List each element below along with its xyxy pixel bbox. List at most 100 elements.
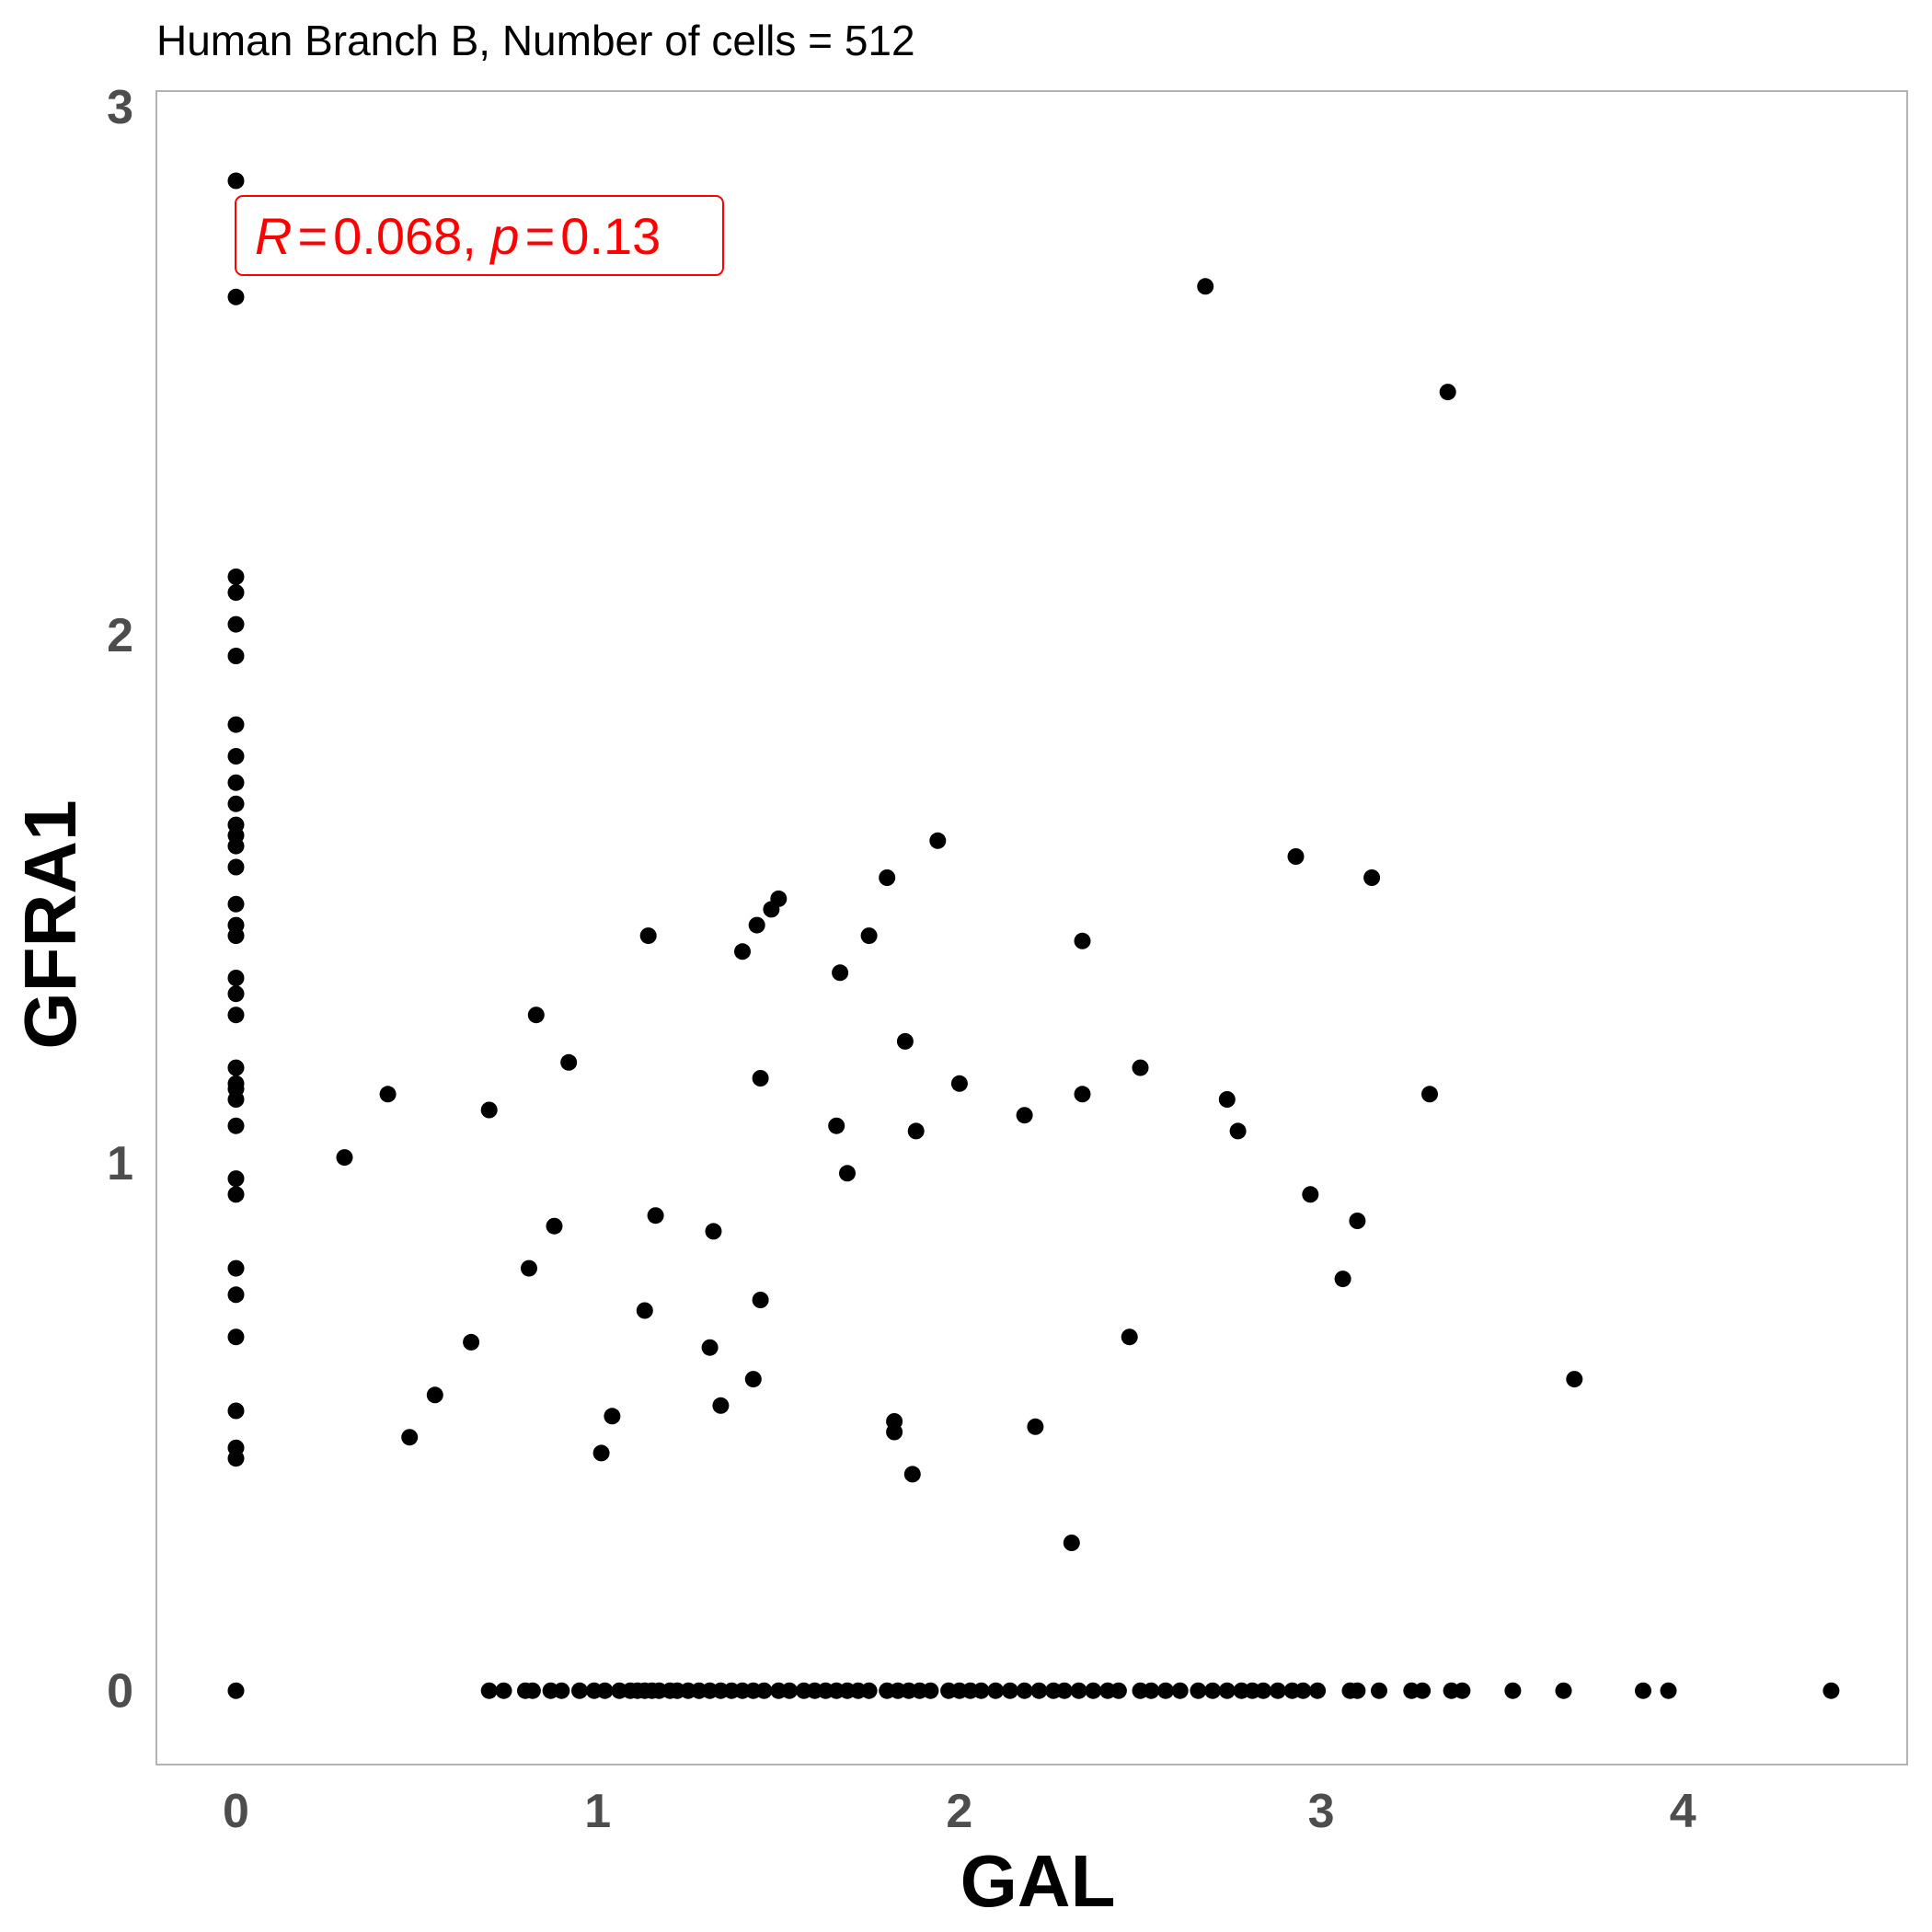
plot-panel-border (155, 90, 1908, 1765)
data-point (879, 869, 896, 886)
data-point (227, 1328, 245, 1346)
data-point (1110, 1682, 1127, 1699)
y-tick-label: 3 (107, 81, 133, 134)
data-point (701, 1339, 719, 1356)
data-point (972, 1682, 990, 1699)
data-point (463, 1333, 480, 1351)
data-point (896, 1032, 914, 1050)
data-point (227, 1259, 245, 1277)
data-point (929, 832, 947, 849)
data-point (1363, 869, 1381, 886)
data-point (1454, 1682, 1471, 1699)
data-point (1027, 1418, 1044, 1435)
r-symbol: R (255, 207, 292, 265)
data-point (832, 964, 849, 982)
data-point (401, 1429, 419, 1446)
scatter-points (227, 172, 1840, 1699)
correlation-annotation: R = 0.068, p = 0.13 (235, 195, 724, 276)
data-point (1349, 1682, 1366, 1699)
data-point (227, 927, 245, 945)
data-point (752, 1070, 769, 1087)
data-point (1074, 932, 1091, 949)
data-point (1143, 1682, 1160, 1699)
data-point (712, 1397, 730, 1414)
x-tick-label: 1 (584, 1785, 611, 1838)
data-point (1635, 1682, 1651, 1699)
data-point (639, 927, 657, 945)
data-point (987, 1682, 1005, 1699)
data-point (1555, 1682, 1572, 1699)
data-point (828, 1117, 845, 1134)
data-point (480, 1682, 498, 1699)
data-point (755, 1682, 773, 1699)
data-point (1085, 1682, 1102, 1699)
data-point (1504, 1682, 1522, 1699)
data-point (1371, 1682, 1387, 1699)
x-axis-ticks: 0 1 2 3 4 (223, 1785, 1696, 1838)
data-point (770, 890, 788, 907)
data-point (227, 288, 245, 305)
data-point (227, 858, 245, 876)
data-point (1269, 1682, 1286, 1699)
data-point (907, 1122, 925, 1140)
x-tick-label: 0 (223, 1785, 249, 1838)
data-point (950, 1075, 968, 1092)
data-point (1190, 1682, 1207, 1699)
data-point (1218, 1091, 1236, 1108)
data-point (227, 774, 245, 791)
data-point (705, 1223, 722, 1240)
data-point (1121, 1328, 1138, 1346)
data-point (560, 1053, 578, 1071)
data-point (604, 1408, 621, 1425)
data-point (521, 1259, 537, 1277)
data-point (1334, 1271, 1351, 1288)
data-point (1055, 1682, 1073, 1699)
y-axis-ticks: 0 1 2 3 (107, 81, 133, 1718)
p-symbol: p (489, 207, 519, 265)
data-point (336, 1149, 353, 1167)
data-point (553, 1682, 570, 1699)
data-point (227, 716, 245, 733)
y-tick-label: 0 (107, 1665, 133, 1719)
data-point (227, 568, 245, 585)
data-point (227, 1402, 245, 1420)
r-equals: = (297, 207, 328, 265)
data-point (227, 1059, 245, 1076)
y-tick-label: 2 (107, 609, 133, 662)
annotation-separator: , (462, 207, 490, 265)
data-point (1309, 1682, 1327, 1699)
data-point (1157, 1682, 1174, 1699)
data-point (227, 172, 245, 190)
data-point (426, 1386, 443, 1404)
data-point (903, 1466, 921, 1483)
data-point (734, 943, 751, 960)
data-point (1414, 1682, 1432, 1699)
data-point (227, 1117, 245, 1134)
data-point (379, 1086, 397, 1103)
x-axis-title: GAL (960, 1840, 1116, 1922)
data-point (596, 1682, 614, 1699)
data-point (1566, 1371, 1583, 1388)
data-point (752, 1292, 769, 1308)
data-point (227, 970, 245, 986)
data-point (227, 795, 245, 812)
data-point (1197, 278, 1214, 295)
data-point (1070, 1682, 1087, 1699)
data-point (546, 1217, 563, 1235)
data-point (495, 1682, 512, 1699)
data-point (1016, 1107, 1033, 1124)
data-point (781, 1682, 799, 1699)
data-point (886, 1413, 903, 1430)
data-point (1030, 1682, 1048, 1699)
data-point (227, 837, 245, 855)
data-point (227, 1170, 245, 1188)
data-point (1255, 1682, 1272, 1699)
chart-title: Human Branch B, Number of cells = 512 (156, 17, 915, 64)
data-point (1287, 848, 1305, 865)
data-point (227, 1682, 245, 1699)
x-tick-label: 3 (1308, 1785, 1335, 1838)
data-point (1823, 1682, 1840, 1699)
data-point (1218, 1682, 1236, 1699)
data-point (636, 1302, 653, 1319)
data-point (1439, 384, 1456, 401)
